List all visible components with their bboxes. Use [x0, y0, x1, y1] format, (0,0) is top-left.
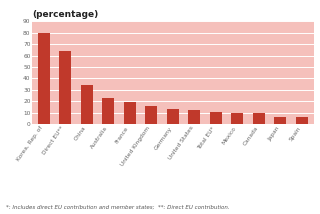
Bar	[296, 117, 308, 124]
Bar	[167, 109, 179, 124]
Bar	[38, 33, 50, 124]
Bar	[188, 110, 200, 124]
Bar	[81, 85, 93, 124]
Bar	[124, 103, 136, 124]
Bar	[60, 51, 71, 124]
Bar	[210, 112, 222, 124]
Bar	[253, 113, 265, 124]
Bar	[274, 117, 286, 124]
Text: (percentage): (percentage)	[32, 10, 98, 19]
Bar	[145, 106, 157, 124]
Bar	[102, 98, 114, 124]
Bar	[231, 113, 243, 124]
Text: *: Includes direct EU contribution and member states;  **: Direct EU contributio: *: Includes direct EU contribution and m…	[6, 205, 230, 210]
